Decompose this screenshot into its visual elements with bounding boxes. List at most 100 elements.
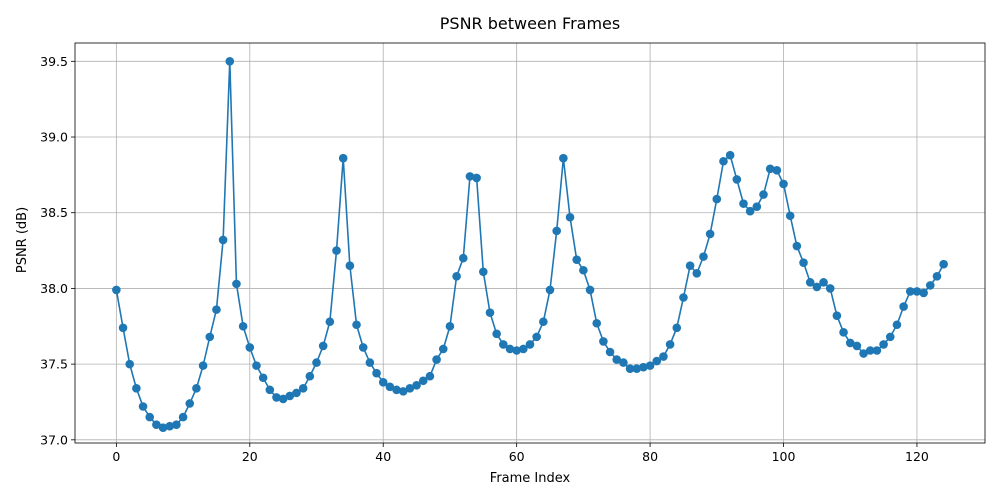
data-point [118, 323, 128, 333]
data-point [352, 320, 361, 330]
data-point [759, 190, 768, 199]
data-point [418, 376, 428, 386]
data-point [772, 166, 782, 175]
data-point [505, 344, 515, 354]
data-point [312, 358, 321, 367]
data-point [699, 252, 708, 261]
data-point [325, 317, 335, 327]
data-point [298, 384, 308, 393]
data-point [745, 206, 755, 216]
data-point [278, 394, 288, 404]
data-point [198, 361, 208, 370]
data-point [458, 253, 468, 263]
y-tick-label: 38.5 [40, 205, 68, 220]
data-point [739, 199, 748, 208]
data-point [585, 285, 595, 295]
y-tick-label: 39.5 [40, 54, 68, 69]
data-point [252, 361, 261, 370]
data-point [272, 393, 281, 402]
data-point [378, 377, 388, 387]
plot-frame [74, 42, 986, 444]
data-point [192, 384, 201, 393]
data-point [138, 402, 148, 411]
x-tick-label: 120 [905, 449, 929, 464]
x-tick-label: 40 [375, 449, 391, 464]
data-point [358, 343, 368, 352]
data-point [899, 302, 908, 311]
data-point [679, 293, 688, 302]
data-point [872, 346, 882, 355]
data-point [512, 346, 521, 355]
data-point [479, 267, 488, 277]
data-point [345, 261, 355, 271]
data-point [852, 341, 862, 351]
axes-layer: 0 20 40 60 80 100 120 37.0 37.5 38.0 38.5 39.0 39.5 [40, 42, 986, 464]
data-point [845, 338, 855, 348]
data-point [779, 179, 788, 189]
data-point [725, 150, 735, 160]
data-point [825, 284, 835, 293]
data-point [645, 361, 655, 370]
data-point [492, 329, 501, 339]
data-point [158, 423, 168, 433]
data-point [692, 268, 702, 278]
data-point [632, 364, 642, 373]
data-point [605, 347, 615, 357]
data-point [805, 278, 815, 287]
data-point [372, 368, 381, 378]
data-point [452, 272, 461, 281]
data-point [318, 341, 328, 351]
data-point [532, 332, 541, 342]
data-point [885, 332, 895, 342]
data-point [665, 340, 675, 349]
data-point [865, 346, 875, 355]
x-tick-label: 20 [242, 449, 258, 464]
data-point [905, 287, 915, 296]
y-tick-label: 38.0 [40, 281, 68, 296]
y-axis-label: PSNR (dB) [15, 207, 30, 273]
data-point [218, 235, 228, 245]
data-point [819, 278, 828, 287]
data-point [445, 321, 455, 331]
data-point [225, 57, 235, 66]
data-point [178, 412, 188, 422]
data-point [932, 272, 942, 281]
data-point [112, 285, 121, 295]
data-point [792, 241, 802, 251]
data-point [812, 282, 822, 292]
data-point [245, 343, 255, 352]
data-point [832, 311, 842, 320]
data-point [132, 384, 141, 393]
data-point [592, 318, 602, 328]
data-point [599, 337, 608, 346]
data-point [939, 259, 948, 269]
data-point [412, 381, 421, 390]
data-point [145, 412, 155, 422]
series-layer [112, 57, 948, 433]
data-point [685, 261, 695, 271]
data-point [919, 288, 928, 298]
data-point [785, 211, 795, 221]
data-point [185, 399, 195, 408]
data-point [265, 385, 275, 395]
data-point [545, 285, 555, 295]
data-point [338, 153, 348, 163]
data-point [398, 387, 408, 396]
data-point [285, 391, 295, 401]
data-point [425, 371, 435, 381]
data-point [619, 358, 628, 367]
data-point [125, 359, 135, 369]
data-point [612, 355, 622, 364]
data-point [305, 371, 315, 381]
data-point [152, 420, 161, 429]
x-tick-label: 100 [772, 449, 796, 464]
y-tick-label: 37.0 [40, 432, 68, 447]
data-point [565, 212, 575, 222]
y-tick-label: 37.5 [40, 357, 68, 372]
data-point [292, 388, 301, 398]
data-point [258, 373, 268, 383]
data-point [859, 349, 868, 358]
data-point [672, 323, 682, 333]
data-point [438, 344, 448, 354]
y-tick-label: 39.0 [40, 130, 68, 145]
